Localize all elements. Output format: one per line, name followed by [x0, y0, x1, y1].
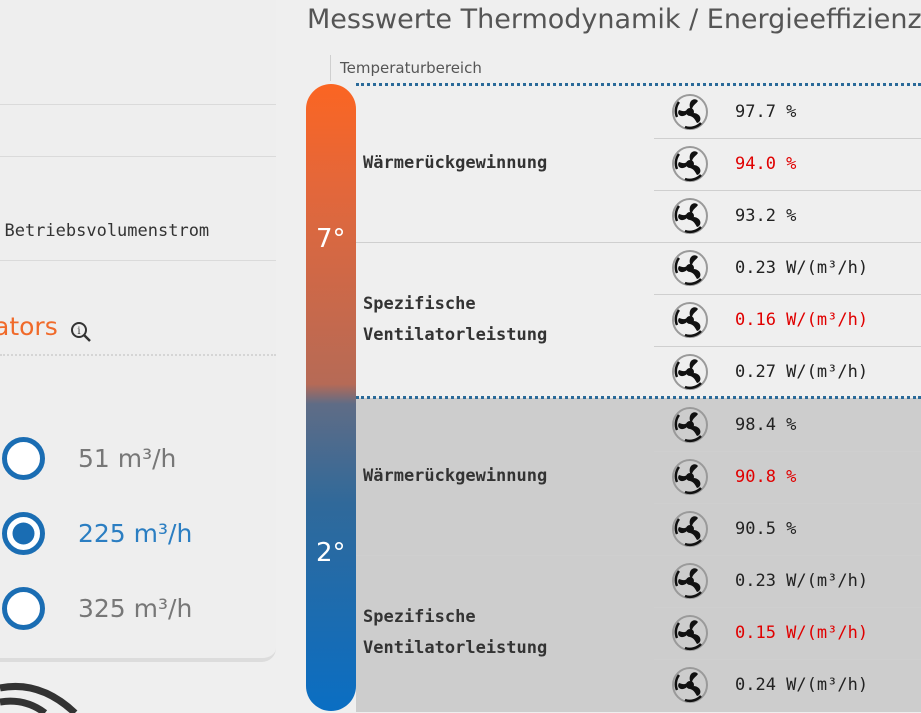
- volume-flow-label: r Betriebsvolumenstrom: [0, 221, 210, 241]
- row-divider: [654, 346, 921, 347]
- measurement-value: 0.24 W/(m³/h): [735, 675, 869, 695]
- volume-option-radio-325[interactable]: [1, 586, 46, 631]
- divider: [0, 156, 276, 157]
- group-divider: [356, 555, 921, 556]
- group-label-heat-recovery: Wärmerückgewinnung: [363, 153, 548, 173]
- measurement-value-highlighted: 0.15 W/(m³/h): [735, 623, 869, 643]
- volume-option-radio-51[interactable]: [1, 436, 46, 481]
- fan-icon[interactable]: [671, 458, 709, 496]
- volume-option-radio-225[interactable]: [1, 511, 46, 556]
- group-label-line: Ventilatorleistung: [363, 325, 548, 345]
- dotted-separator: [356, 83, 921, 86]
- section-7-degrees: [356, 84, 921, 398]
- measurement-value: 0.27 W/(m³/h): [735, 362, 869, 382]
- group-label-line: Ventilatorleistung: [363, 638, 548, 658]
- measurement-value: 90.5 %: [735, 519, 797, 539]
- fan-icon[interactable]: [671, 249, 709, 287]
- fan-icon[interactable]: [671, 666, 709, 704]
- group-label-specific-fan-power: Spezifische Ventilatorleistung: [363, 289, 547, 351]
- svg-text:i: i: [77, 326, 80, 337]
- measurement-value: 0.23 W/(m³/h): [735, 258, 869, 278]
- header-divider: [330, 55, 331, 81]
- volume-option-label[interactable]: 51 m³/h: [78, 444, 177, 473]
- group-label-line: Spezifische: [363, 294, 476, 314]
- measurement-value: 0.23 W/(m³/h): [735, 571, 869, 591]
- fan-icon[interactable]: [671, 614, 709, 652]
- measurement-value: 98.4 %: [735, 415, 797, 435]
- info-magnifier-icon[interactable]: i: [70, 321, 92, 343]
- fan-icon[interactable]: [671, 93, 709, 131]
- temperature-label: 2°: [316, 538, 346, 568]
- group-label-line: Spezifische: [363, 607, 476, 627]
- row-divider: [654, 138, 921, 139]
- temperature-label: 7°: [316, 224, 346, 254]
- fan-icon[interactable]: [671, 562, 709, 600]
- volume-option-label[interactable]: 325 m³/h: [78, 594, 193, 623]
- fan-icon[interactable]: [671, 197, 709, 235]
- volume-option-label-selected[interactable]: 225 m³/h: [78, 519, 193, 548]
- fan-icon[interactable]: [671, 510, 709, 548]
- group-divider: [356, 242, 921, 243]
- row-divider: [654, 190, 921, 191]
- ventilation-settings-panel: r Betriebsvolumenstrom ators i 51 m³/h 2…: [0, 0, 276, 662]
- fan-icon[interactable]: [671, 406, 709, 444]
- divider: [0, 104, 276, 105]
- row-divider: [654, 294, 921, 295]
- page-title: Messwerte Thermodynamik / Energieeffizie…: [307, 4, 921, 35]
- fan-icon[interactable]: [671, 301, 709, 339]
- row-divider: [654, 607, 921, 608]
- column-header-temperature-range: Temperaturbereich: [340, 59, 482, 77]
- dotted-divider: [0, 354, 276, 356]
- measurement-value: 93.2 %: [735, 206, 797, 226]
- fan-icon[interactable]: [671, 353, 709, 391]
- group-label-heat-recovery: Wärmerückgewinnung: [363, 466, 548, 486]
- dotted-separator: [356, 396, 921, 399]
- section-heading: ators: [0, 312, 58, 341]
- measurement-value-highlighted: 0.16 W/(m³/h): [735, 310, 869, 330]
- row-divider: [654, 659, 921, 660]
- row-divider: [654, 503, 921, 504]
- row-divider: [654, 451, 921, 452]
- temperature-gradient-bar: [306, 84, 356, 711]
- divider: [0, 260, 276, 261]
- device-illustration-partial: [0, 682, 78, 713]
- measurement-value-highlighted: 94.0 %: [735, 154, 797, 174]
- measurement-value-highlighted: 90.8 %: [735, 467, 797, 487]
- group-label-specific-fan-power: Spezifische Ventilatorleistung: [363, 602, 547, 664]
- fan-icon[interactable]: [671, 145, 709, 183]
- measurement-value: 97.7 %: [735, 102, 797, 122]
